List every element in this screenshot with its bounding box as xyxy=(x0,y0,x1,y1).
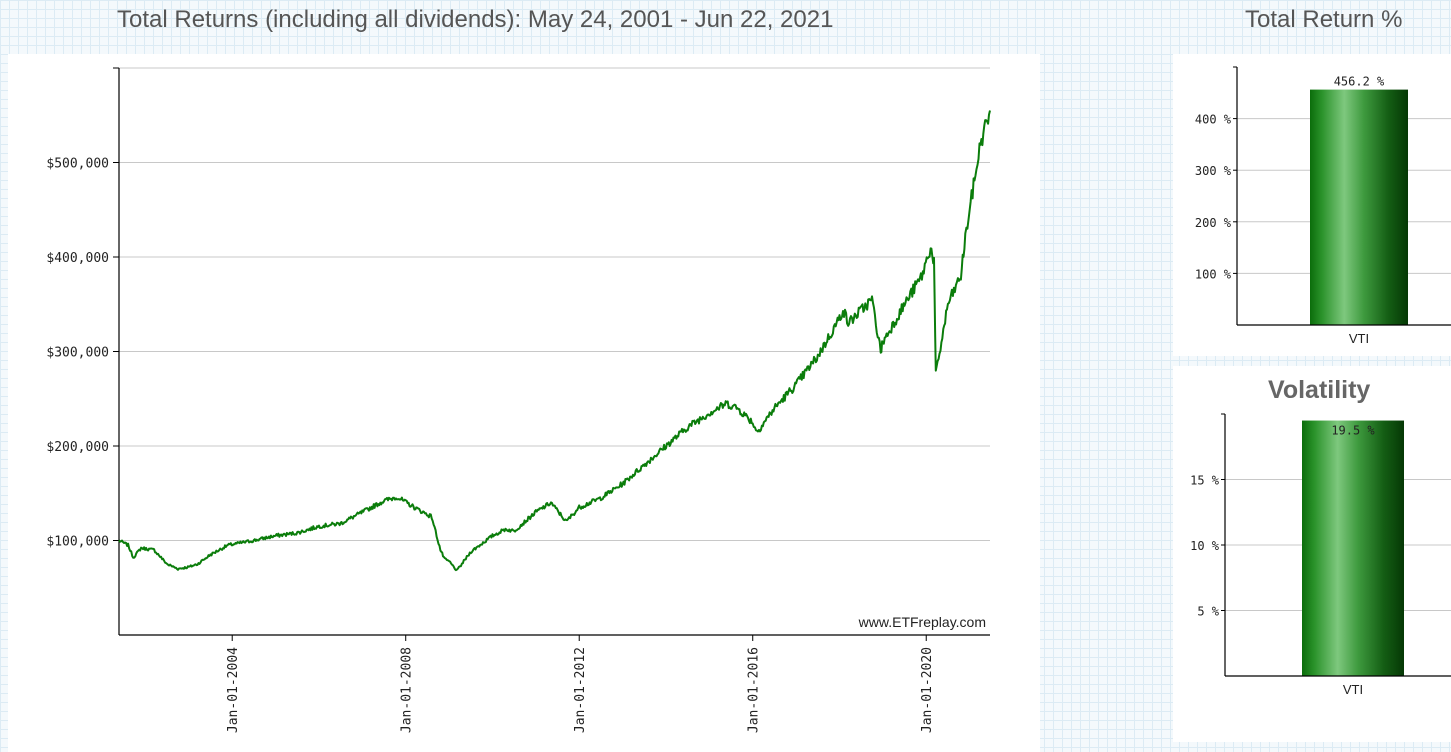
total-return-tick-label: 300 % xyxy=(1195,164,1232,178)
main-chart-grid xyxy=(119,67,990,541)
volatility-tick-label: 5 % xyxy=(1197,605,1219,619)
x-tick-label: Jan-01-2004 xyxy=(226,647,241,733)
y-tick-label: $100,000 xyxy=(46,535,109,550)
total-return-title: Total Return % xyxy=(1245,6,1403,33)
y-tick-label: $300,000 xyxy=(46,346,109,361)
total-return-value-label: 456.2 % xyxy=(1334,75,1385,89)
main-chart-series xyxy=(118,110,991,572)
volatility-bar-vti xyxy=(1302,420,1404,676)
total-return-bar-vti xyxy=(1310,89,1408,325)
volatility-title: Volatility xyxy=(1268,376,1371,404)
y-tick-label: $200,000 xyxy=(46,440,109,455)
total-return-tick-label: 100 % xyxy=(1195,267,1232,281)
total-return-tick-label: 200 % xyxy=(1195,216,1232,230)
main-chart-axes: $100,000 $200,000 $300,000 $400,000 $500,000… xyxy=(46,67,990,733)
watermark-text: www.ETFreplay.com xyxy=(858,614,986,630)
total-return-chart: 100 % 200 % 300 % 400 % 456.2 % VTI xyxy=(1195,66,1451,346)
volatility-tick-label: 10 % xyxy=(1190,539,1220,553)
x-tick-label: Jan-01-2012 xyxy=(573,647,588,733)
main-chart-panel xyxy=(8,54,1040,752)
volatility-value-label: 19.5 % xyxy=(1331,424,1375,438)
total-return-tick-label: 400 % xyxy=(1195,113,1232,127)
y-tick-label: $400,000 xyxy=(46,251,109,266)
main-chart-title: Total Returns (including all dividends):… xyxy=(117,6,834,33)
series-line-vti xyxy=(118,110,991,572)
volatility-category-label: VTI xyxy=(1343,682,1363,697)
volatility-chart: 5 % 10 % 15 % 19.5 % VTI xyxy=(1190,413,1451,697)
total-return-category-label: VTI xyxy=(1349,331,1369,346)
x-tick-label: Jan-01-2008 xyxy=(400,647,415,733)
x-tick-label: Jan-01-2016 xyxy=(747,647,762,733)
y-tick-label: $500,000 xyxy=(46,157,109,172)
volatility-tick-label: 15 % xyxy=(1190,474,1220,488)
x-tick-label: Jan-01-2020 xyxy=(920,647,935,733)
